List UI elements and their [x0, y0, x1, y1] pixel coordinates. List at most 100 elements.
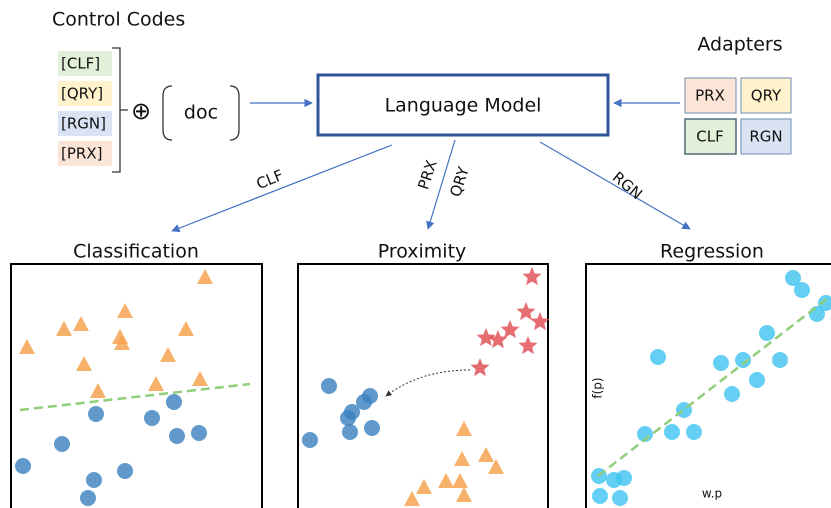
point	[456, 487, 472, 502]
point	[86, 472, 102, 488]
point	[478, 447, 494, 462]
panel-title: Classification	[73, 241, 199, 263]
point	[90, 383, 106, 398]
point	[592, 488, 608, 504]
point	[488, 330, 508, 349]
panel-title: Regression	[660, 241, 764, 263]
point	[117, 463, 133, 479]
point	[488, 459, 504, 474]
point	[794, 282, 810, 298]
paren	[229, 85, 240, 141]
control-codes-title: Control Codes	[52, 9, 185, 31]
y-label: f(p)	[591, 377, 605, 398]
point	[452, 473, 468, 488]
edge-label: RGN	[609, 168, 646, 203]
point	[19, 339, 35, 354]
point	[15, 458, 31, 474]
point	[160, 347, 176, 362]
point	[364, 420, 380, 436]
point	[80, 490, 96, 506]
code-box	[58, 111, 112, 136]
edge-label: PRX	[414, 158, 440, 192]
code-box	[58, 81, 112, 106]
point	[470, 358, 490, 377]
operator: ⊕	[131, 97, 151, 125]
edge-label: QRY	[446, 164, 473, 199]
point	[73, 316, 89, 331]
point	[516, 302, 536, 321]
adapter: PRX	[695, 87, 725, 105]
adapter-box	[684, 77, 737, 114]
code-boxes: [CLF] [QRY] [RGN] [PRX]	[58, 51, 112, 166]
point	[785, 270, 801, 286]
code: [CLF]	[61, 55, 100, 73]
point	[522, 267, 542, 286]
point	[76, 356, 92, 371]
point	[114, 335, 130, 350]
point	[713, 355, 729, 371]
code: [PRX]	[61, 145, 102, 163]
point	[144, 410, 160, 426]
point	[169, 428, 185, 444]
arrow	[171, 144, 393, 233]
point	[340, 410, 356, 426]
point	[342, 424, 358, 440]
point	[192, 371, 208, 386]
panel	[297, 263, 549, 508]
point	[438, 473, 454, 488]
point	[500, 320, 520, 339]
point	[302, 432, 318, 448]
panel-title: Proximity	[378, 241, 467, 263]
point	[404, 491, 420, 506]
point	[735, 352, 751, 368]
point	[54, 436, 70, 452]
adapter-box	[740, 77, 792, 114]
point	[724, 386, 740, 402]
distance-arrow	[385, 369, 471, 397]
model-label: Language Model	[385, 95, 542, 117]
fit-line	[597, 297, 829, 477]
point	[818, 295, 831, 311]
decision-line	[19, 382, 251, 412]
point	[650, 349, 666, 365]
point	[809, 306, 825, 322]
code: [RGN]	[61, 115, 106, 133]
point	[664, 424, 680, 440]
code-box	[58, 51, 112, 76]
point	[686, 424, 702, 440]
adapter: RGN	[749, 128, 782, 146]
paren	[162, 85, 173, 141]
adapter-box	[740, 118, 792, 155]
point	[612, 490, 628, 506]
point	[166, 394, 182, 410]
point	[191, 425, 207, 441]
point	[321, 378, 337, 394]
point	[416, 479, 432, 494]
points	[15, 267, 831, 506]
point	[88, 406, 104, 422]
point	[759, 325, 775, 341]
panel	[585, 263, 831, 508]
point	[606, 472, 622, 488]
model-box	[316, 73, 610, 137]
point	[356, 394, 372, 410]
code: [QRY]	[61, 85, 103, 103]
point	[148, 376, 164, 391]
point	[772, 352, 788, 368]
point	[56, 321, 72, 336]
point	[117, 303, 133, 318]
arrow	[539, 141, 691, 230]
x-label: w.p	[702, 487, 722, 501]
adapter: QRY	[751, 87, 782, 105]
bracket	[112, 47, 128, 173]
point	[456, 421, 472, 436]
adapter-box	[684, 118, 737, 155]
point	[518, 336, 538, 355]
point	[178, 321, 194, 336]
adapters-title: Adapters	[697, 34, 782, 56]
point	[530, 312, 550, 331]
point	[749, 372, 765, 388]
panel	[10, 263, 263, 508]
doc: doc	[184, 102, 218, 124]
